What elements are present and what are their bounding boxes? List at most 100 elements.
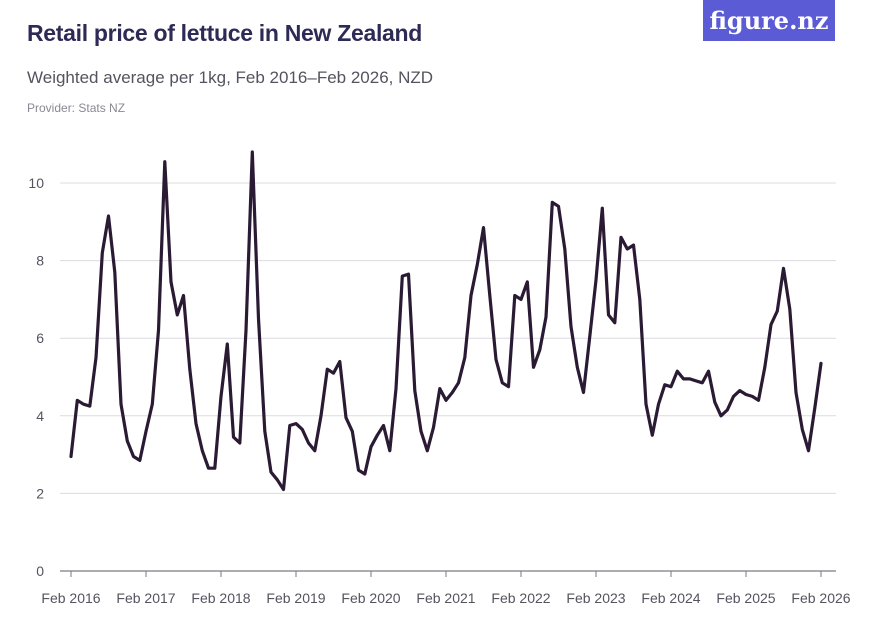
data-point — [513, 294, 516, 297]
data-point — [713, 401, 716, 404]
data-point — [119, 403, 123, 406]
data-point — [519, 298, 523, 301]
data-point — [351, 430, 354, 433]
chart-subtitle: Weighted average per 1kg, Feb 2016–Feb 2… — [27, 68, 434, 87]
data-point — [269, 470, 273, 474]
data-point — [744, 393, 748, 396]
data-point — [357, 468, 360, 472]
data-point — [244, 329, 248, 332]
data-point — [457, 381, 460, 384]
y-tick-label: 8 — [36, 253, 44, 269]
data-point — [201, 449, 204, 452]
figure-nz-logo[interactable]: figure.nz — [703, 0, 835, 41]
data-point — [163, 160, 166, 163]
y-tick-label: 0 — [36, 563, 44, 579]
data-point — [226, 342, 229, 346]
price-series-line — [69, 150, 823, 492]
x-tick-label: Feb 2026 — [791, 590, 850, 606]
data-point — [363, 472, 366, 476]
data-point — [257, 317, 260, 320]
data-point — [676, 370, 679, 373]
data-point — [69, 455, 73, 458]
data-point — [801, 428, 804, 431]
data-point — [238, 441, 241, 445]
data-point — [207, 467, 210, 470]
data-point — [76, 399, 79, 402]
data-point — [532, 366, 535, 369]
data-point — [101, 251, 104, 254]
x-tick-label: Feb 2021 — [416, 590, 475, 606]
data-point — [88, 404, 92, 408]
data-point — [369, 445, 373, 448]
data-point — [601, 207, 604, 210]
x-tick-label: Feb 2024 — [641, 590, 700, 606]
data-point — [819, 362, 823, 365]
data-point — [376, 434, 379, 437]
data-point — [294, 422, 298, 425]
data-point — [388, 449, 391, 452]
data-point — [769, 323, 773, 326]
data-point — [719, 414, 723, 417]
data-point — [669, 385, 673, 388]
data-point — [401, 274, 404, 278]
data-point — [382, 424, 385, 427]
data-point — [126, 439, 129, 443]
data-point — [194, 422, 198, 425]
data-point — [463, 356, 466, 359]
data-point — [426, 449, 429, 452]
y-tick-label: 10 — [28, 175, 44, 191]
data-point — [113, 271, 117, 274]
data-point — [569, 325, 573, 328]
data-point — [657, 403, 660, 406]
x-tick-label: Feb 2020 — [341, 590, 400, 606]
data-point — [619, 236, 623, 239]
data-point — [776, 309, 779, 313]
data-point — [219, 395, 223, 398]
data-point — [432, 426, 435, 429]
data-point — [607, 313, 610, 317]
data-point — [319, 414, 323, 417]
data-point — [232, 435, 235, 439]
data-point — [594, 278, 598, 282]
data-point — [788, 307, 791, 311]
data-point — [757, 399, 760, 402]
data-point — [301, 428, 304, 431]
data-point — [588, 335, 591, 338]
data-point — [307, 441, 310, 445]
data-point — [526, 280, 529, 284]
y-tick-label: 4 — [36, 408, 44, 424]
data-point — [557, 205, 560, 208]
data-point — [394, 387, 398, 390]
data-point — [644, 403, 648, 406]
data-point — [563, 247, 566, 251]
data-point — [701, 381, 704, 384]
data-point — [613, 321, 616, 324]
data-point — [132, 455, 135, 458]
data-point — [763, 366, 766, 369]
data-point — [282, 488, 285, 491]
data-point — [469, 294, 473, 297]
data-point — [494, 358, 498, 361]
data-point — [688, 377, 691, 381]
data-point — [144, 430, 148, 433]
data-point — [94, 356, 98, 359]
y-tick-label: 6 — [36, 330, 44, 346]
data-point — [157, 329, 160, 332]
data-point — [413, 389, 416, 392]
data-point — [551, 201, 554, 204]
data-point — [476, 263, 479, 266]
data-point — [332, 371, 335, 375]
data-point — [626, 247, 629, 251]
data-point — [263, 430, 266, 433]
data-point — [663, 383, 666, 386]
data-point — [344, 416, 348, 419]
data-point — [213, 467, 216, 470]
data-point — [326, 368, 329, 371]
data-point — [488, 294, 491, 297]
x-tick-label: Feb 2018 — [191, 590, 250, 606]
x-tick-label: Feb 2023 — [566, 590, 625, 606]
data-point — [813, 406, 816, 410]
data-point — [738, 389, 741, 392]
data-point — [407, 273, 410, 276]
